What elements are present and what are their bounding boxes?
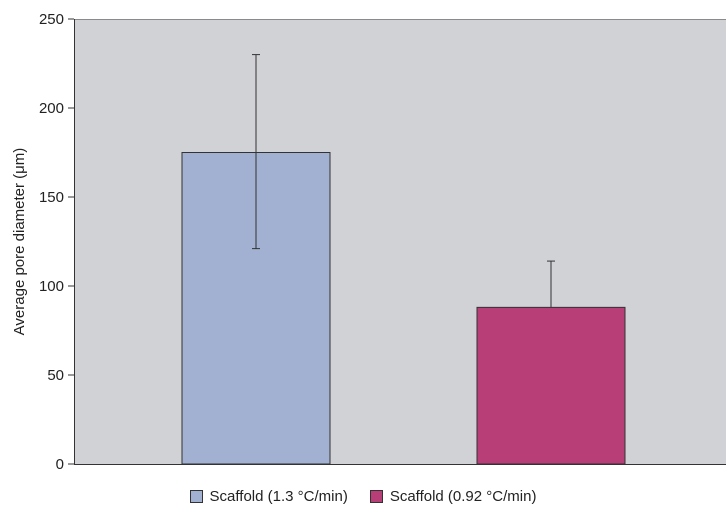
legend: Scaffold (1.3 °C/min) Scaffold (0.92 °C/… xyxy=(0,488,726,505)
plot-area xyxy=(74,19,726,464)
y-tick-label-0: 0 xyxy=(56,456,64,473)
bar-series-2 xyxy=(476,306,626,465)
y-tick-label-50: 50 xyxy=(47,367,64,384)
legend-swatch-series-2 xyxy=(369,490,383,503)
legend-item-series-2: Scaffold (0.92 °C/min) xyxy=(369,488,537,505)
legend-item-series-1: Scaffold (1.3 °C/min) xyxy=(189,488,348,505)
y-tick-label-150: 150 xyxy=(39,189,64,206)
legend-label-series-2: Scaffold (0.92 °C/min) xyxy=(389,488,537,505)
y-tick-label-100: 100 xyxy=(39,278,64,295)
y-tick-label-200: 200 xyxy=(39,100,64,117)
chart-svg: 0 50 100 150 200 250 Average pore diameter (μm… xyxy=(11,11,726,473)
legend-swatch-series-1 xyxy=(189,490,203,503)
y-axis-title: Average pore diameter (μm) xyxy=(11,148,28,336)
legend-label-series-1: Scaffold (1.3 °C/min) xyxy=(209,488,348,505)
y-tick-label-250: 250 xyxy=(39,11,64,28)
